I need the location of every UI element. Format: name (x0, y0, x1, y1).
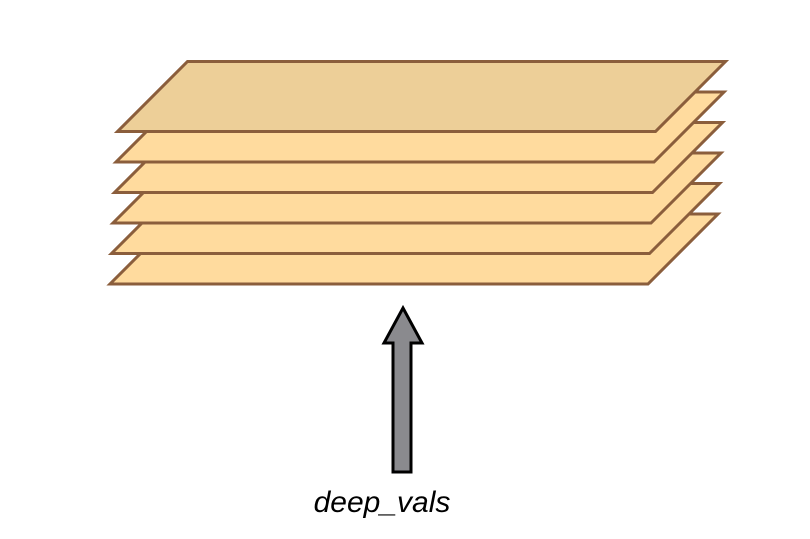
layer-stack (106, 60, 730, 286)
up-arrow (381, 304, 425, 474)
up-arrow-shape (381, 304, 425, 474)
top-layer (113, 60, 730, 133)
deep-vals-label: deep_vals (314, 486, 451, 519)
